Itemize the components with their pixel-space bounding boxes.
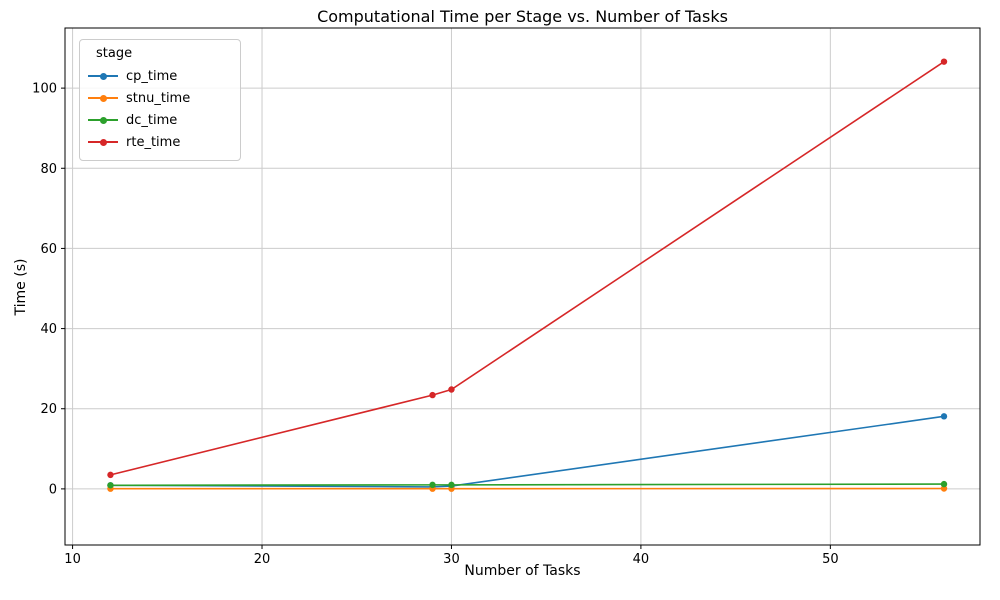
- x-axis-ticks: 10 20 30 40 50: [64, 545, 839, 567]
- data-point-dc_time: [107, 482, 114, 489]
- data-point-dc_time: [940, 480, 948, 488]
- legend-label-cp_time: cp_time: [126, 68, 178, 84]
- x-tick-label: 40: [633, 552, 650, 567]
- y-axis-label: Time (s): [13, 258, 29, 316]
- series-rte_time: [107, 58, 948, 479]
- series-dc_time: [107, 480, 948, 489]
- x-tick-label: 10: [64, 552, 81, 567]
- data-point-rte_time: [940, 58, 948, 65]
- data-point-rte_time: [107, 471, 114, 479]
- legend-label-rte_time: rte_time: [126, 134, 181, 150]
- y-tick-label: 60: [40, 242, 57, 257]
- series-cp_time: [107, 413, 948, 491]
- legend: stage cp_time stnu_time dc_time rte_time: [79, 39, 241, 161]
- legend-title: stage: [96, 46, 133, 61]
- data-point-dc_time: [448, 481, 455, 489]
- y-tick-label: 40: [40, 322, 57, 337]
- y-axis-ticks: 0 20 40 60 80 100: [32, 82, 65, 497]
- y-tick-label: 20: [40, 402, 57, 417]
- x-tick-label: 50: [822, 552, 839, 567]
- data-point-stnu_time: [940, 485, 948, 492]
- legend-marker-rte_time: [88, 137, 118, 147]
- legend-label-dc_time: dc_time: [126, 112, 178, 128]
- legend-marker-dc_time: [88, 115, 118, 125]
- legend-item-dc_time: dc_time: [88, 109, 228, 131]
- x-tick-label: 20: [254, 552, 271, 567]
- y-tick-label: 80: [40, 162, 57, 177]
- legend-item-rte_time: rte_time: [88, 131, 228, 153]
- legend-label-stnu_time: stnu_time: [126, 90, 191, 106]
- x-axis-label: Number of Tasks: [464, 563, 581, 579]
- x-tick-label: 30: [443, 552, 460, 567]
- data-point-cp_time: [940, 413, 948, 420]
- legend-marker-cp_time: [88, 71, 118, 81]
- legend-items: cp_time stnu_time dc_time rte_time: [88, 65, 228, 153]
- y-tick-label: 0: [49, 482, 57, 497]
- legend-item-cp_time: cp_time: [88, 65, 228, 87]
- legend-marker-stnu_time: [88, 93, 118, 103]
- chart-title: Computational Time per Stage vs. Number …: [317, 7, 728, 26]
- y-tick-label: 100: [32, 82, 57, 97]
- data-point-rte_time: [429, 391, 436, 399]
- axes-frame: [64, 27, 981, 546]
- data-point-dc_time: [429, 481, 436, 489]
- data-point-rte_time: [448, 386, 455, 393]
- legend-item-stnu_time: stnu_time: [88, 87, 228, 109]
